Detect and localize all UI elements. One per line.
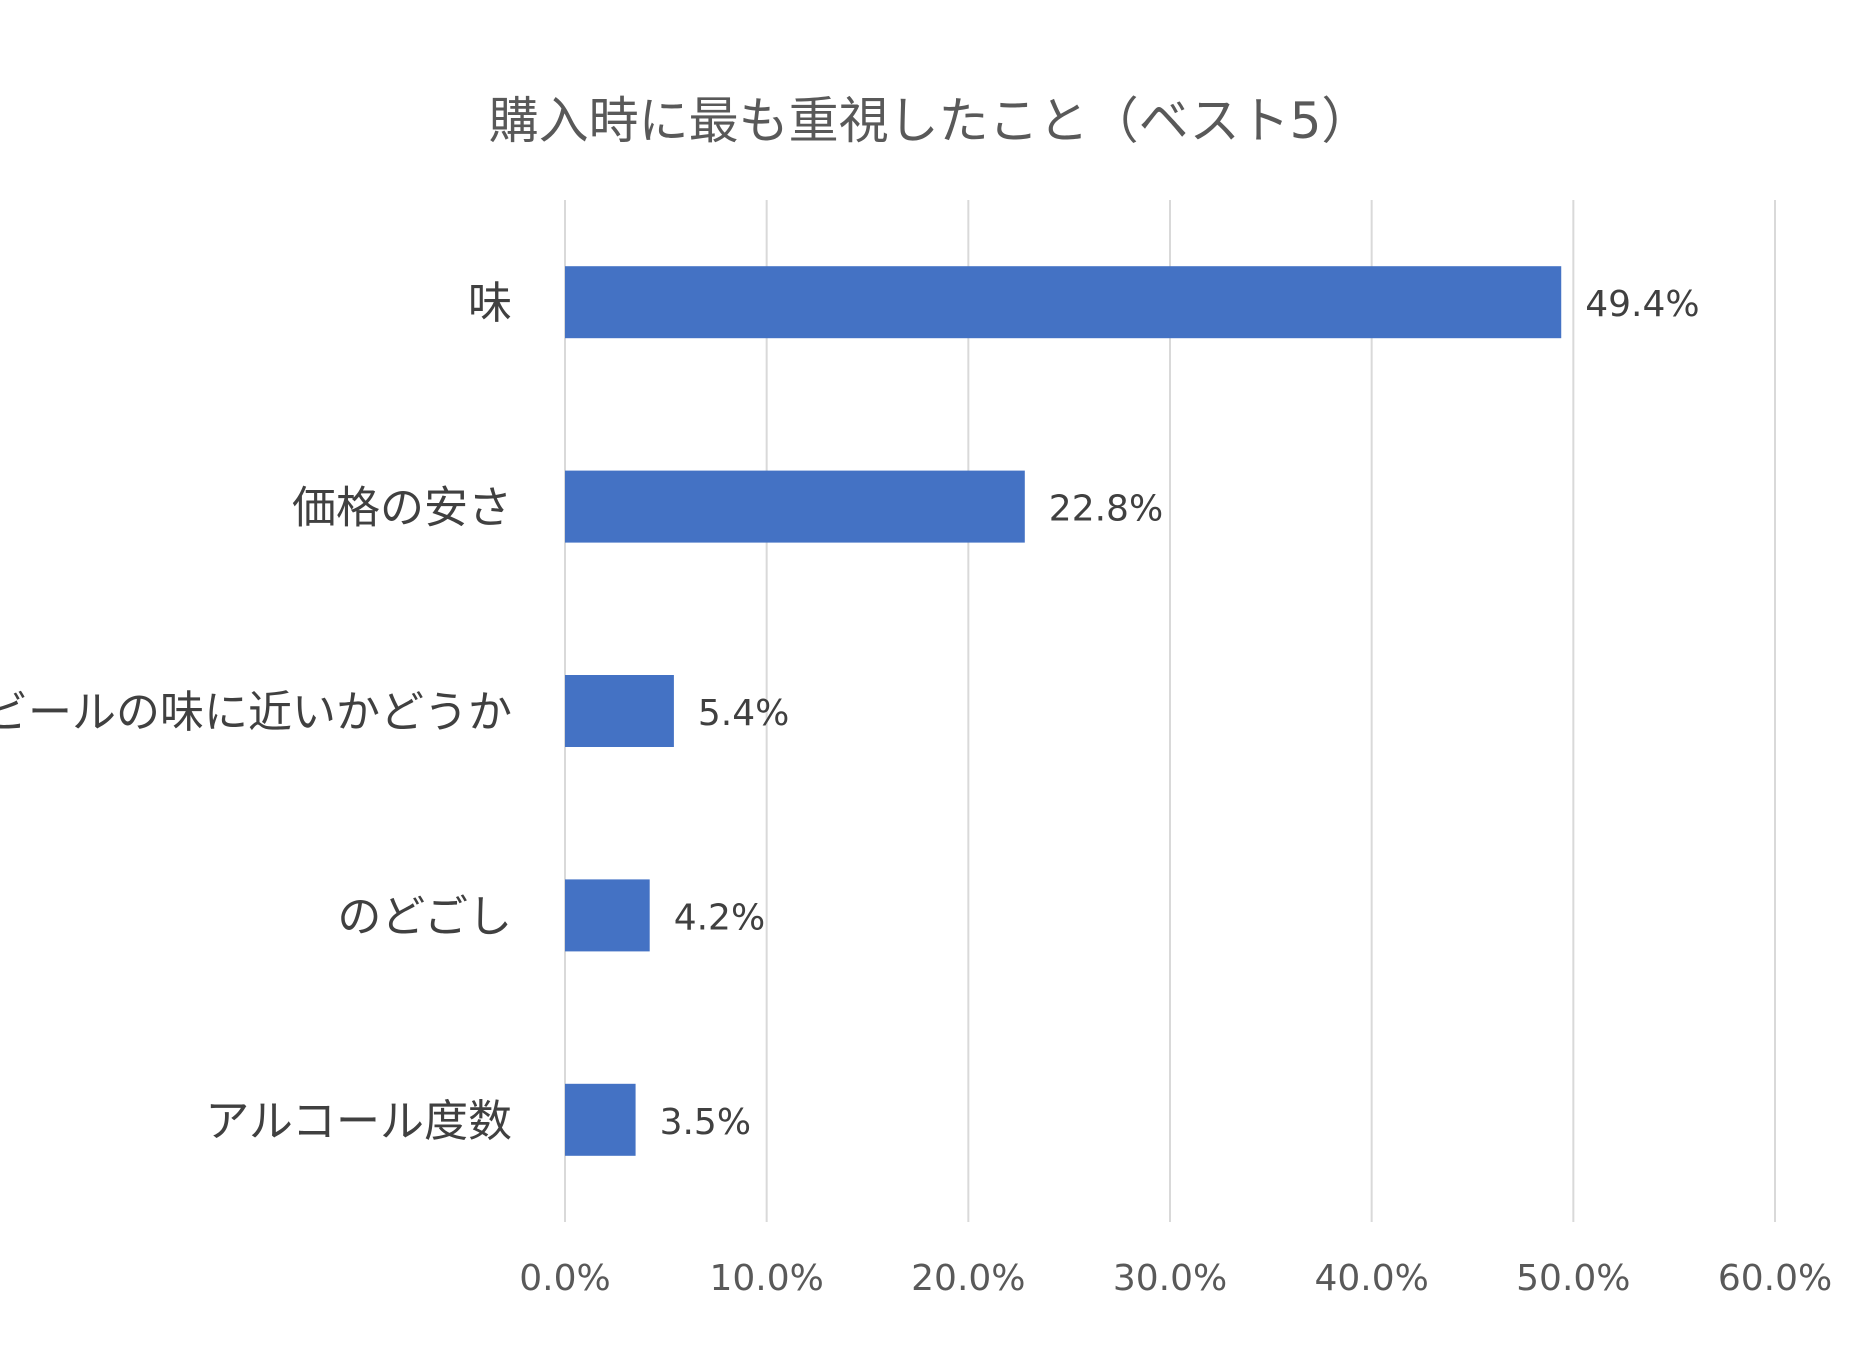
data-label: 5.4% bbox=[698, 693, 789, 734]
x-tick-label: 0.0% bbox=[519, 1258, 610, 1299]
gridlines bbox=[564, 200, 1776, 1222]
value-labels: 49.4% 22.8% 5.4% 4.2% 3.5% bbox=[660, 284, 1700, 1143]
category-label: ビールの味に近いかどうか bbox=[0, 687, 512, 738]
category-label: 味 bbox=[468, 278, 512, 329]
x-axis-tick-labels: 0.0% 10.0% 20.0% 30.0% 40.0% 50.0% 60.0% bbox=[519, 1258, 1832, 1299]
x-tick-label: 30.0% bbox=[1113, 1258, 1227, 1299]
bar bbox=[565, 675, 674, 747]
bar bbox=[565, 1083, 636, 1156]
x-tick-label: 60.0% bbox=[1718, 1258, 1832, 1299]
category-label: アルコール度数 bbox=[205, 1096, 512, 1147]
bar bbox=[565, 879, 650, 952]
bar bbox=[565, 470, 1025, 543]
chart-title: 購入時に最も重視したこと（ベスト5） bbox=[489, 92, 1372, 150]
data-label: 22.8% bbox=[1049, 489, 1163, 530]
bars bbox=[565, 266, 1562, 1156]
category-label: 価格の安さ bbox=[292, 483, 512, 534]
data-label: 4.2% bbox=[674, 897, 765, 938]
x-tick-label: 20.0% bbox=[911, 1258, 1025, 1299]
category-label: のどごし bbox=[337, 891, 512, 942]
x-tick-label: 40.0% bbox=[1314, 1258, 1428, 1299]
x-tick-label: 10.0% bbox=[709, 1258, 823, 1299]
bar bbox=[565, 266, 1562, 339]
data-label: 49.4% bbox=[1585, 284, 1699, 325]
x-tick-label: 50.0% bbox=[1516, 1258, 1630, 1299]
data-label: 3.5% bbox=[660, 1102, 751, 1143]
